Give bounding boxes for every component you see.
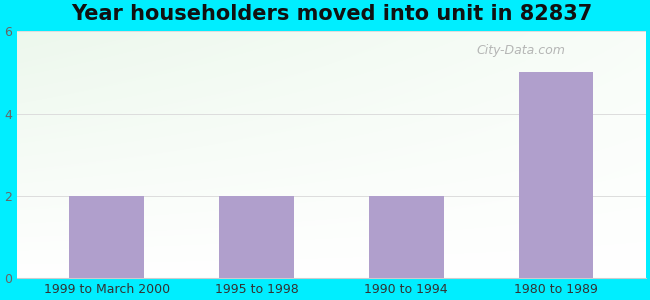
Bar (519, 72, 593, 278)
Title: Year householders moved into unit in 82837: Year householders moved into unit in 828… (71, 4, 592, 24)
Bar (219, 196, 294, 278)
Bar (70, 196, 144, 278)
Bar (369, 196, 444, 278)
Text: City-Data.com: City-Data.com (476, 44, 565, 57)
